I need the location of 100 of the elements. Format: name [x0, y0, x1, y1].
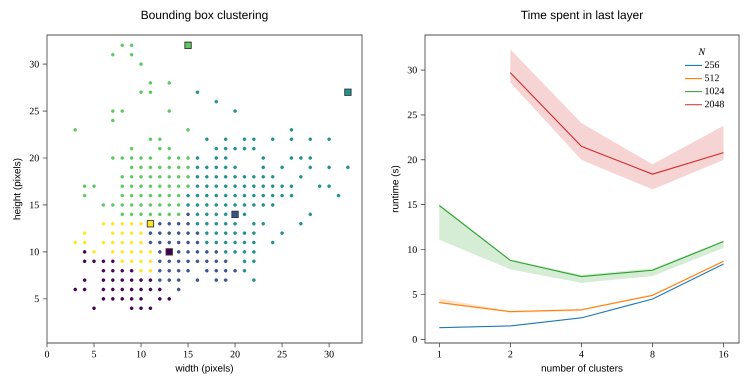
- chart-title: Bounding box clustering: [142, 10, 268, 22]
- chart-title: Time spent in last layer: [521, 10, 644, 22]
- point: [158, 297, 162, 301]
- y-tick-label: 5: [412, 291, 417, 298]
- x-tick-label: 4: [579, 350, 584, 358]
- point: [139, 231, 143, 235]
- x-tick-label: 1: [438, 350, 442, 358]
- point: [176, 240, 180, 244]
- point: [139, 306, 143, 310]
- y-tick-label: 0: [412, 336, 417, 343]
- legend-label: 2048: [704, 100, 724, 108]
- y-tick-label: 15: [408, 201, 417, 208]
- point: [184, 42, 192, 49]
- y-tick-label: 10: [408, 246, 417, 253]
- x-tick-label: 15: [184, 350, 193, 358]
- legend-label: 1024: [705, 88, 724, 94]
- line-series: [438, 263, 724, 328]
- point: [130, 278, 134, 282]
- point: [120, 268, 124, 272]
- point: [130, 231, 134, 235]
- point: [176, 288, 180, 292]
- point: [92, 250, 96, 254]
- point: [148, 260, 152, 264]
- x-tick-label: 16: [719, 350, 728, 358]
- point: [167, 240, 172, 244]
- point: [111, 288, 115, 292]
- point: [186, 240, 190, 244]
- point: [196, 250, 200, 254]
- x-tick-label: 2: [508, 350, 512, 358]
- point: [176, 278, 180, 282]
- point: [158, 278, 162, 282]
- x-axis-title: width (pixels): [175, 364, 233, 374]
- point: [102, 260, 106, 264]
- x-tick-label: 30: [324, 350, 334, 358]
- point: [139, 240, 143, 244]
- point: [186, 222, 190, 226]
- point: [344, 88, 352, 96]
- point: [102, 278, 106, 282]
- point: [111, 268, 115, 272]
- point: [205, 250, 209, 254]
- point: [139, 297, 143, 301]
- legend-label: 256: [704, 61, 720, 68]
- point: [186, 250, 190, 254]
- point: [214, 268, 218, 272]
- point: [111, 260, 115, 264]
- point: [158, 288, 162, 292]
- point: [176, 250, 180, 254]
- point: [176, 222, 180, 226]
- point: [167, 268, 172, 272]
- point: [139, 222, 143, 226]
- x-tick-label: 0: [44, 350, 50, 358]
- point: [176, 231, 180, 235]
- point: [196, 240, 200, 244]
- point: [186, 212, 190, 216]
- point: [120, 222, 124, 226]
- point: [148, 240, 152, 244]
- point: [120, 231, 124, 235]
- point: [186, 260, 190, 264]
- point: [167, 297, 172, 301]
- point: [139, 260, 143, 264]
- point: [148, 231, 152, 235]
- point: [73, 240, 78, 244]
- point: [139, 278, 143, 282]
- point: [167, 222, 172, 226]
- point: [120, 288, 124, 292]
- point: [158, 222, 162, 226]
- point: [148, 250, 152, 254]
- point: [148, 268, 152, 272]
- point: [130, 288, 134, 292]
- point: [158, 240, 162, 244]
- point: [167, 278, 172, 282]
- x-tick-label: 5: [92, 350, 96, 358]
- point: [111, 240, 115, 244]
- legend-title: N: [698, 48, 706, 55]
- point: [111, 297, 115, 301]
- point: [205, 260, 209, 264]
- point: [120, 260, 124, 264]
- point: [130, 306, 134, 310]
- point: [82, 250, 86, 254]
- point: [214, 250, 218, 254]
- point: [186, 268, 190, 272]
- point: [82, 278, 86, 282]
- point: [130, 240, 134, 244]
- x-tick-label: 25: [278, 350, 287, 358]
- point: [82, 288, 86, 292]
- legend-label: 512: [705, 74, 719, 82]
- point: [158, 260, 162, 264]
- y-tick-label: 30: [408, 66, 417, 74]
- line-series: [510, 72, 724, 175]
- point: [176, 268, 180, 272]
- point: [224, 260, 228, 264]
- point: [196, 231, 200, 235]
- point: [139, 250, 143, 254]
- point: [120, 297, 124, 301]
- y-axis-title: height (pixels): [13, 158, 22, 220]
- point: [205, 268, 209, 272]
- point: [167, 260, 172, 264]
- point: [130, 297, 134, 301]
- point: [111, 222, 115, 226]
- point: [214, 260, 218, 264]
